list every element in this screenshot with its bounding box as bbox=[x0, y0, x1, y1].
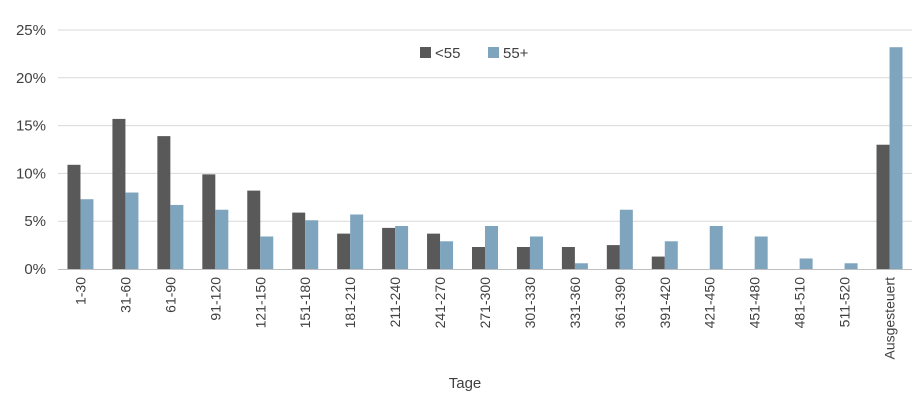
x-tick-label: 241-270 bbox=[432, 277, 448, 329]
y-tick-label: 10% bbox=[16, 165, 46, 182]
bar bbox=[67, 164, 81, 269]
bar bbox=[485, 225, 498, 269]
x-tick-label: 451-480 bbox=[747, 277, 763, 329]
x-tick-label: 421-450 bbox=[702, 277, 718, 329]
x-tick-label: 511-520 bbox=[837, 277, 853, 328]
bar bbox=[529, 236, 543, 269]
y-tick-label: 25% bbox=[16, 22, 46, 39]
x-tick-label: 31-60 bbox=[117, 277, 133, 313]
bar bbox=[516, 247, 530, 269]
bar bbox=[292, 212, 306, 269]
bar bbox=[350, 214, 364, 269]
x-tick-label: 61-90 bbox=[162, 277, 178, 313]
bar bbox=[472, 247, 485, 269]
bar bbox=[170, 204, 184, 269]
y-tick-label: 5% bbox=[24, 213, 46, 230]
bar bbox=[305, 220, 319, 269]
bar bbox=[427, 233, 441, 269]
y-axis-ticks: 0% 5% 10% 15% 20% 25% bbox=[16, 22, 46, 278]
x-tick-label: 181-210 bbox=[342, 277, 358, 329]
legend-swatch bbox=[420, 47, 431, 58]
bar bbox=[112, 118, 126, 270]
bar bbox=[651, 256, 665, 269]
x-tick-label: 361-390 bbox=[612, 277, 628, 329]
bar bbox=[80, 199, 94, 269]
x-tick-label: 391-420 bbox=[657, 277, 673, 329]
bar bbox=[799, 258, 813, 269]
bar bbox=[337, 233, 351, 269]
x-tick-label: 301-330 bbox=[522, 277, 538, 329]
bar bbox=[574, 263, 588, 269]
bar bbox=[844, 263, 858, 269]
legend-label: <55 bbox=[435, 45, 460, 62]
x-tick-label: 121-150 bbox=[252, 277, 268, 329]
bar bbox=[247, 190, 261, 269]
bar bbox=[157, 136, 171, 269]
bar bbox=[382, 227, 396, 269]
bar bbox=[709, 225, 723, 269]
x-tick-label: Ausgesteuert bbox=[882, 277, 898, 360]
bar bbox=[395, 225, 409, 269]
legend-label: 55+ bbox=[503, 45, 529, 62]
x-tick-label: 211-240 bbox=[387, 277, 403, 328]
bar bbox=[754, 236, 768, 269]
x-tick-label: 481-510 bbox=[792, 277, 808, 329]
bar bbox=[202, 174, 216, 269]
bar bbox=[561, 247, 575, 269]
x-tick-label: 331-360 bbox=[567, 277, 583, 329]
y-tick-label: 15% bbox=[16, 118, 46, 135]
bar bbox=[619, 209, 633, 269]
bar bbox=[125, 192, 139, 269]
x-tick-label: 151-180 bbox=[297, 277, 313, 329]
bar bbox=[876, 144, 890, 269]
legend-swatch bbox=[488, 47, 499, 58]
gridlines bbox=[58, 29, 912, 222]
bars bbox=[67, 47, 903, 270]
bar bbox=[606, 245, 620, 269]
y-tick-label: 20% bbox=[16, 70, 46, 87]
y-tick-label: 0% bbox=[24, 261, 46, 278]
x-axis-ticks: 1-30 31-60 61-90 91-120 121-150 151-180 181-21… bbox=[72, 277, 897, 360]
bar bbox=[215, 209, 229, 269]
bar bbox=[260, 236, 274, 269]
bar bbox=[664, 241, 678, 269]
bar bbox=[889, 47, 903, 269]
x-tick-label: 271-300 bbox=[477, 277, 493, 329]
x-axis-title: Tage bbox=[449, 375, 482, 392]
x-tick-label: 1-30 bbox=[72, 277, 88, 305]
bar bbox=[440, 241, 454, 269]
legend: <55 55+ bbox=[420, 45, 529, 62]
x-tick-label: 91-120 bbox=[207, 277, 223, 321]
